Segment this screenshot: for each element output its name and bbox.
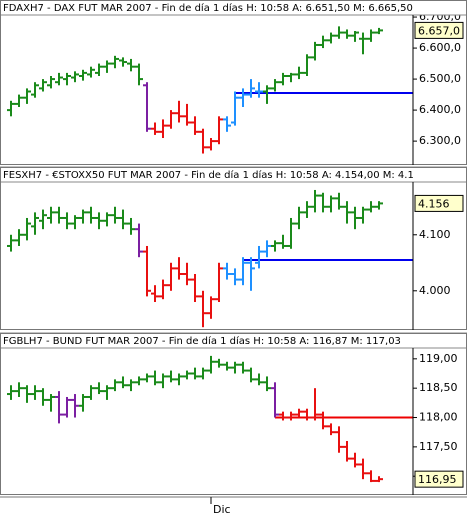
panel-header [0, 0, 467, 16]
plot [7, 355, 413, 483]
x-tick-label: Dic [213, 503, 231, 516]
panel-title: FESXH7 - €STOXX50 FUT MAR 2007 - Fin de … [3, 169, 414, 181]
y-tick-label: 118,50 [419, 381, 458, 394]
y-tick-label: 117,50 [419, 440, 458, 453]
last-price-badge [414, 470, 464, 488]
plot [7, 26, 413, 154]
y-tick-label: 6.500,0 [419, 72, 461, 85]
axis: 6.300,06.400,06.500,06.600,06.700,06.657… [413, 10, 464, 147]
y-tick-label: 4.000 [419, 284, 451, 297]
panel-title: FDAXH7 - DAX FUT MAR 2007 - Fin de día 1… [3, 2, 413, 14]
last-price-label: 4.156 [418, 197, 450, 210]
y-tick-label: 4.100 [419, 228, 451, 241]
panel-title: FGBLH7 - BUND FUT MAR 2007 - Fin de día … [3, 335, 401, 347]
last-price-badge [414, 194, 464, 212]
axis: 4.000 4.100 4.156 [413, 194, 464, 297]
y-tick-label: 118,00 [419, 411, 458, 424]
plot [7, 189, 413, 328]
last-price-badge [414, 21, 464, 39]
y-tick-label: 6.600,0 [419, 41, 461, 54]
y-tick-label: 6.400,0 [419, 103, 461, 116]
y-tick-label: 119,00 [419, 352, 458, 365]
last-price-label: 6.657,0 [418, 24, 460, 37]
last-price-label: 116,95 [418, 473, 457, 486]
y-tick-label: 6.300,0 [419, 134, 461, 147]
